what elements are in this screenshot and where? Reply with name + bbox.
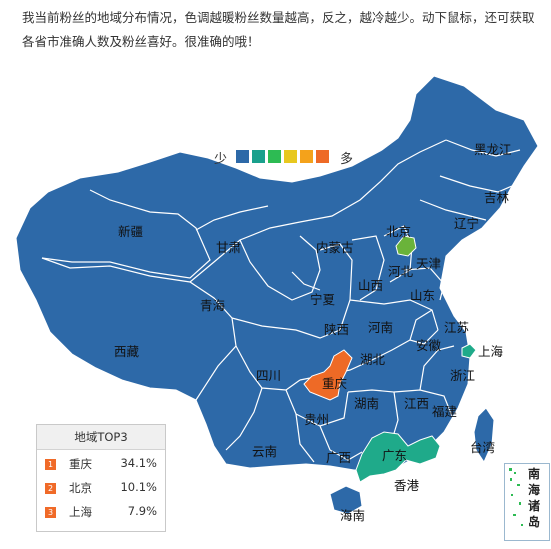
- legend-high-label: 多: [340, 152, 354, 167]
- region-taiwan[interactable]: [473, 407, 495, 464]
- region-hainan[interactable]: [329, 485, 363, 515]
- top3-province: 重庆: [69, 457, 92, 471]
- label-gansu[interactable]: 甘肃: [216, 240, 241, 255]
- top3-province: 上海: [69, 505, 92, 519]
- legend-swatch-2: [252, 150, 265, 163]
- province-labels: 黑龙江 吉林 辽宁 北京 天津 河北 山东 山西 内蒙古 新疆 甘肃 宁夏 青海…: [114, 142, 512, 523]
- label-jiangsu[interactable]: 江苏: [444, 320, 469, 335]
- label-jilin[interactable]: 吉林: [484, 190, 510, 205]
- label-sichuan[interactable]: 四川: [256, 368, 281, 383]
- legend-swatch-4: [284, 150, 297, 163]
- label-beijing[interactable]: 北京: [386, 224, 411, 239]
- label-guangxi[interactable]: 广西: [326, 450, 351, 465]
- label-liaoning[interactable]: 辽宁: [454, 216, 479, 231]
- label-anhui[interactable]: 安徽: [416, 338, 442, 353]
- region-chongqing-highlight[interactable]: [303, 349, 353, 401]
- label-zhejiang[interactable]: 浙江: [450, 368, 475, 383]
- region-beijing-highlight[interactable]: [395, 235, 417, 257]
- label-guangdong[interactable]: 广东: [382, 448, 407, 463]
- label-henan[interactable]: 河南: [368, 320, 393, 335]
- label-taiwan[interactable]: 台湾: [470, 440, 495, 455]
- label-hunan[interactable]: 湖南: [354, 396, 379, 411]
- label-hebei[interactable]: 河北: [388, 264, 414, 279]
- country-outline: [15, 75, 539, 471]
- top3-percent: 10.1%: [120, 480, 157, 494]
- south-sea-inset: [504, 463, 550, 541]
- label-tianjin[interactable]: 天津: [416, 256, 441, 271]
- intro-text: 我当前粉丝的地域分布情况，色调越暖粉丝数量越高，反之，越冷越少。动下鼠标，还可获…: [22, 10, 535, 49]
- label-fujian[interactable]: 福建: [432, 404, 458, 419]
- top3-row-3[interactable]: 3 上海 7.9%: [45, 503, 157, 525]
- legend-low-label: 少: [214, 152, 228, 167]
- rank-badge: 1: [45, 459, 56, 470]
- region-guangdong-highlight[interactable]: [355, 431, 441, 483]
- label-xizang[interactable]: 西藏: [114, 344, 140, 359]
- top3-province: 北京: [69, 481, 92, 495]
- top3-percent: 7.9%: [127, 504, 157, 518]
- top3-title: 地域TOP3: [37, 425, 165, 450]
- label-shandong[interactable]: 山东: [410, 288, 435, 303]
- top3-row-2[interactable]: 2 北京 10.1%: [45, 479, 157, 501]
- label-yunnan[interactable]: 云南: [252, 444, 277, 459]
- label-ningxia[interactable]: 宁夏: [310, 292, 336, 307]
- label-shaanxi[interactable]: 陕西: [324, 322, 349, 337]
- top3-panel: 地域TOP3 1 重庆 34.1% 2 北京 10.1% 3 上海 7.9%: [36, 424, 166, 532]
- rank-badge: 2: [45, 483, 56, 494]
- top3-row-1[interactable]: 1 重庆 34.1%: [45, 455, 157, 477]
- label-hainan[interactable]: 海南: [340, 508, 365, 523]
- legend-swatch-6: [316, 150, 329, 163]
- label-qinghai[interactable]: 青海: [200, 298, 226, 313]
- label-jiangxi[interactable]: 江西: [404, 396, 429, 411]
- label-guizhou[interactable]: 贵州: [304, 412, 329, 427]
- label-xianggang[interactable]: 香港: [394, 478, 420, 493]
- label-xinjiang[interactable]: 新疆: [118, 224, 143, 239]
- region-shanghai-highlight[interactable]: [461, 343, 477, 359]
- label-heilongjiang[interactable]: 黑龙江: [474, 142, 512, 157]
- top3-percent: 34.1%: [120, 456, 157, 470]
- legend-swatch-1: [236, 150, 249, 163]
- label-shanxi[interactable]: 山西: [358, 278, 383, 293]
- rank-badge: 3: [45, 507, 56, 518]
- legend-swatch-3: [268, 150, 281, 163]
- south-sea-islands-icon: [509, 468, 523, 526]
- label-shanghai[interactable]: 上海: [478, 344, 504, 359]
- label-nanhai[interactable]: 南海诸岛: [528, 467, 541, 529]
- label-hubei[interactable]: 湖北: [360, 352, 386, 367]
- label-chongqing[interactable]: 重庆: [322, 376, 348, 391]
- label-neimenggu[interactable]: 内蒙古: [316, 240, 354, 255]
- legend-swatch-5: [300, 150, 313, 163]
